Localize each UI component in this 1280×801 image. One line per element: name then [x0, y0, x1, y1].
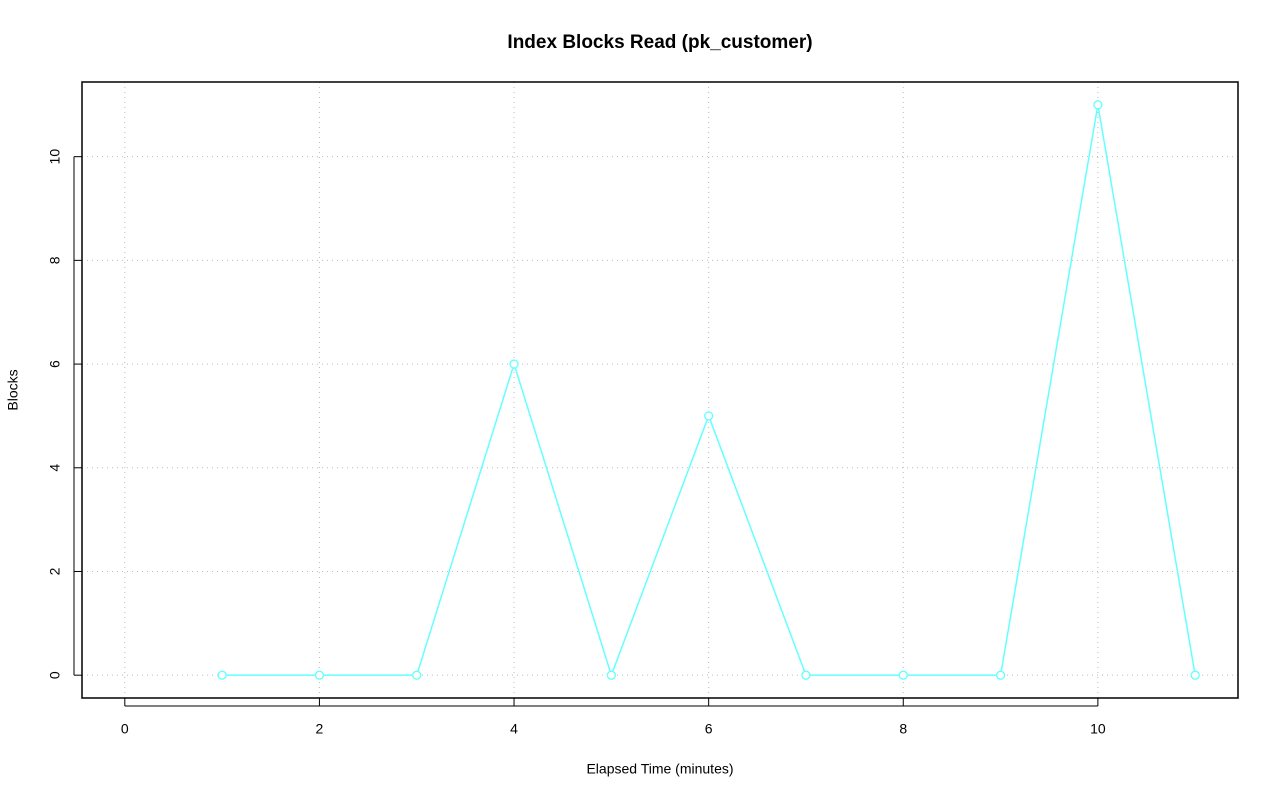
point	[898, 670, 908, 680]
point	[1190, 670, 1200, 680]
y-tick-label: 8	[47, 256, 63, 264]
point	[509, 359, 519, 369]
y-tick-label: 2	[47, 567, 63, 575]
x-tick-label: 0	[121, 721, 129, 737]
point	[606, 670, 616, 680]
x-tick-label: 6	[705, 721, 713, 737]
y-tick-label: 4	[47, 464, 63, 472]
x-tick-label: 10	[1090, 721, 1106, 737]
y-axis-label: Blocks	[5, 369, 21, 410]
point	[412, 670, 422, 680]
y-tick-label: 0	[47, 671, 63, 679]
point	[217, 670, 227, 680]
x-tick-label: 8	[899, 721, 907, 737]
y-tick-label: 10	[47, 149, 63, 165]
point	[995, 670, 1006, 680]
x-tick-label: 4	[510, 721, 518, 737]
plot-frame	[81, 81, 1239, 699]
point	[314, 670, 325, 680]
point	[1093, 100, 1103, 110]
point	[704, 411, 714, 421]
chart-title: Index Blocks Read (pk_customer)	[507, 32, 812, 53]
point	[801, 670, 811, 680]
y-tick-label: 6	[47, 360, 63, 368]
series-line	[222, 104, 1196, 678]
x-axis-label: Elapsed Time (minutes)	[586, 761, 733, 777]
x-tick-label: 2	[316, 721, 324, 737]
